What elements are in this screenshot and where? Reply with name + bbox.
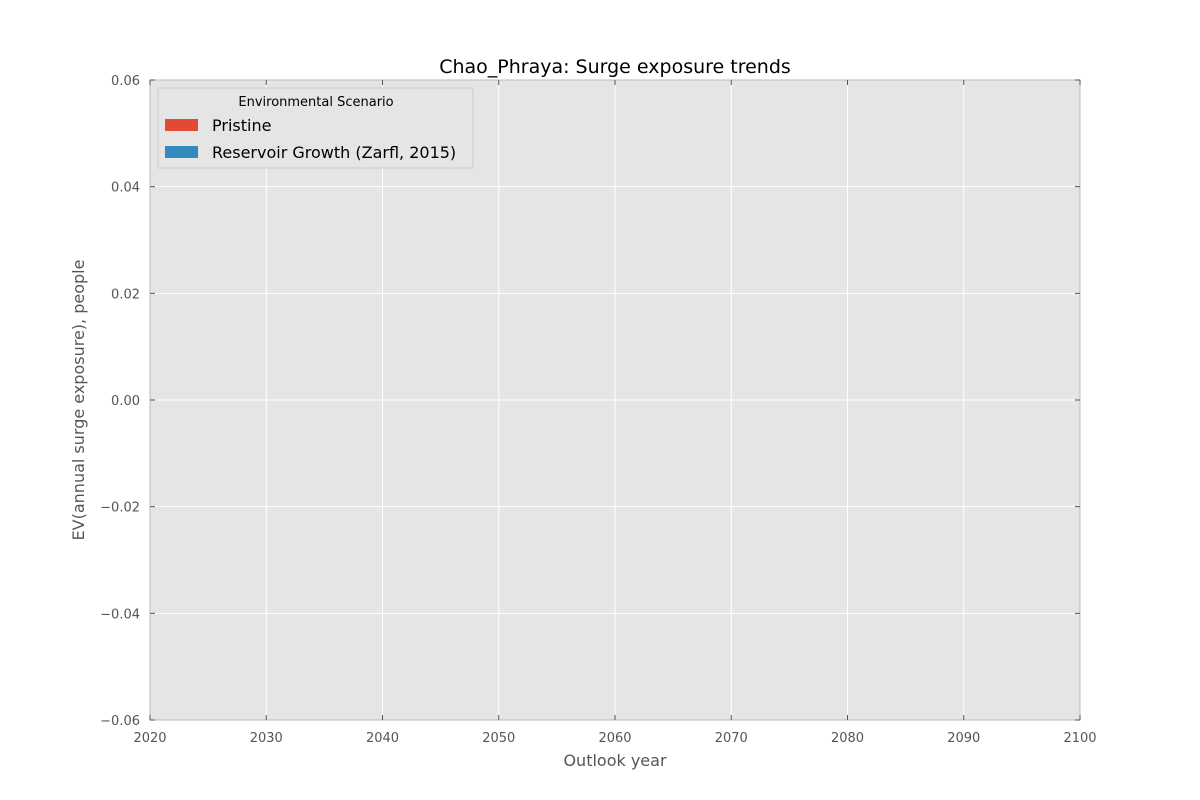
legend-swatch-reservoir-growth [165, 146, 198, 158]
x-tick-label: 2050 [482, 731, 515, 746]
x-tick-labels: 2020 2030 2040 2050 2060 2070 2080 2090 2100 [133, 731, 1096, 746]
x-tick-label: 2060 [598, 731, 631, 746]
y-axis-label: EV(annual surge exposure), people [69, 260, 88, 541]
y-tick-label: −0.02 [100, 501, 140, 516]
tick-marks [149, 79, 1081, 721]
x-tick-label: 2030 [250, 731, 283, 746]
y-tick-label: 0.00 [111, 394, 140, 409]
y-tick-label: 0.06 [111, 74, 140, 89]
chart-title: Chao_Phraya: Surge exposure trends [439, 56, 791, 78]
y-tick-label: 0.04 [111, 181, 140, 196]
legend-label-reservoir-growth: Reservoir Growth (Zarfl, 2015) [212, 143, 456, 162]
x-tick-label: 2040 [366, 731, 399, 746]
legend-title: Environmental Scenario [238, 95, 393, 110]
x-axis-label: Outlook year [563, 751, 667, 770]
legend-box [157, 87, 474, 169]
x-tick-label: 2090 [947, 731, 980, 746]
y-tick-label: −0.06 [100, 714, 140, 729]
x-tick-label: 2020 [133, 731, 166, 746]
legend-swatch-pristine [165, 119, 198, 131]
y-tick-label: −0.04 [100, 607, 140, 622]
x-tick-label: 2100 [1063, 731, 1096, 746]
x-tick-label: 2080 [831, 731, 864, 746]
y-tick-label: 0.02 [111, 287, 140, 302]
legend: Environmental Scenario Pristine Reservoi… [157, 87, 474, 169]
y-tick-labels: −0.06 −0.04 −0.02 0.00 0.02 0.04 0.06 [100, 74, 140, 729]
legend-label-pristine: Pristine [212, 116, 271, 135]
x-tick-label: 2070 [715, 731, 748, 746]
